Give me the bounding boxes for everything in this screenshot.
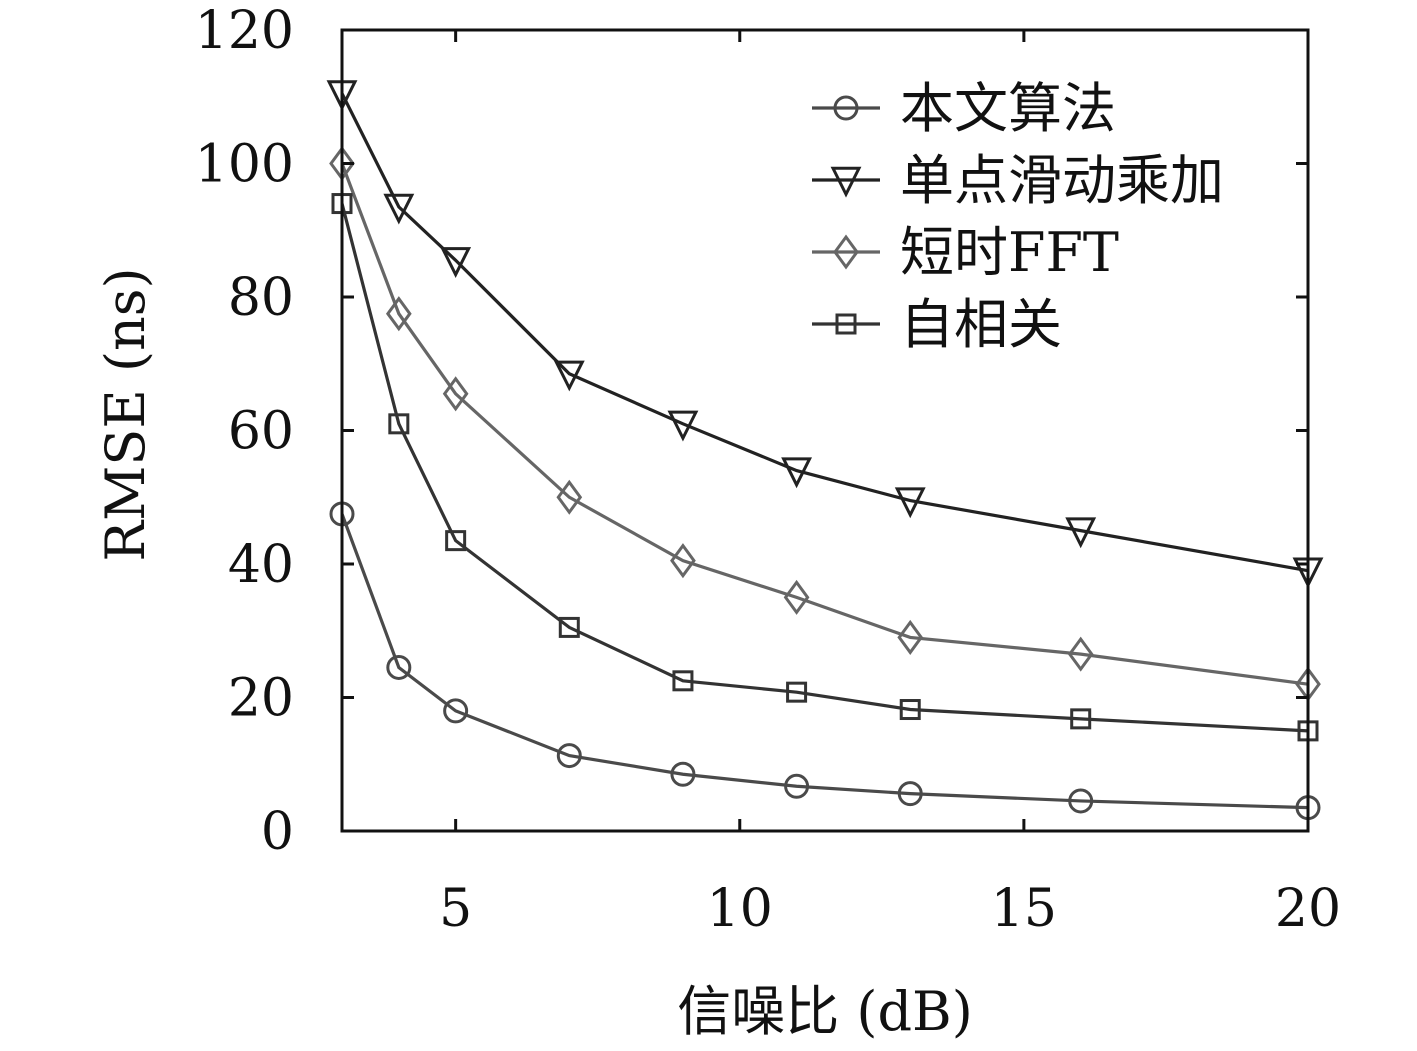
legend-label: 单点滑动乘加 [900,149,1224,212]
data-point [672,670,694,692]
legend-label: 短时FFT [900,221,1119,284]
series-3 [329,145,1321,702]
data-point [442,376,469,412]
data-point [1068,788,1094,814]
x-tick-label: 20 [1275,879,1341,939]
y-tick-label: 40 [228,535,294,595]
legend-entry: 本文算法 [812,77,1116,140]
data-point [899,699,921,721]
data-point [383,193,415,225]
data-point [897,781,923,807]
data-point [386,654,412,680]
data-point [667,410,699,442]
legend-label: 本文算法 [900,77,1116,140]
data-point [670,543,696,579]
data-point [897,619,924,655]
legend-marker [833,234,859,270]
data-point [440,247,472,278]
data-point [1067,636,1094,672]
data-point [670,761,696,787]
data-point [558,616,580,638]
series-line [340,203,1309,733]
y-tick-label: 60 [228,402,294,462]
legend-marker [833,95,859,121]
data-point [1065,517,1097,549]
data-point [445,530,467,552]
data-point [385,296,412,332]
data-point [388,413,410,435]
data-point [556,743,582,769]
data-point [783,579,810,615]
ticks-layer: 5 10 15 20 0 20 40 60 80 100 120 [195,1,1341,939]
y-tick-label: 0 [261,802,294,862]
legend-entry: 自相关 [812,293,1062,356]
x-tick-label: 15 [991,879,1057,939]
y-axis-label: RMSE (ns) [94,267,157,561]
data-point [556,479,583,515]
series-line [340,92,1309,573]
series-line [340,162,1309,686]
series-4 [331,193,1319,742]
legend-entry: 短时FFT [812,221,1119,284]
data-point [781,457,813,489]
data-point [1070,708,1092,730]
data-point [443,698,469,724]
data-point [784,773,810,799]
legend-marker [835,313,857,335]
series-1 [329,501,1321,821]
y-tick-label: 120 [195,1,294,61]
data-point [894,487,926,519]
legend-marker [830,166,862,198]
x-axis-label: 信噪比 (dB) [677,980,973,1043]
series-2 [326,80,1324,589]
y-tick-label: 80 [228,268,294,328]
series-line [340,513,1309,810]
legend-entry: 单点滑动乘加 [812,149,1224,212]
y-tick-label: 20 [228,669,294,729]
x-tick-label: 10 [707,879,773,939]
data-point [786,681,808,703]
x-tick-label: 5 [439,879,472,939]
y-tick-label: 100 [195,135,294,195]
data-point [553,360,585,392]
legend-label: 自相关 [900,293,1062,356]
